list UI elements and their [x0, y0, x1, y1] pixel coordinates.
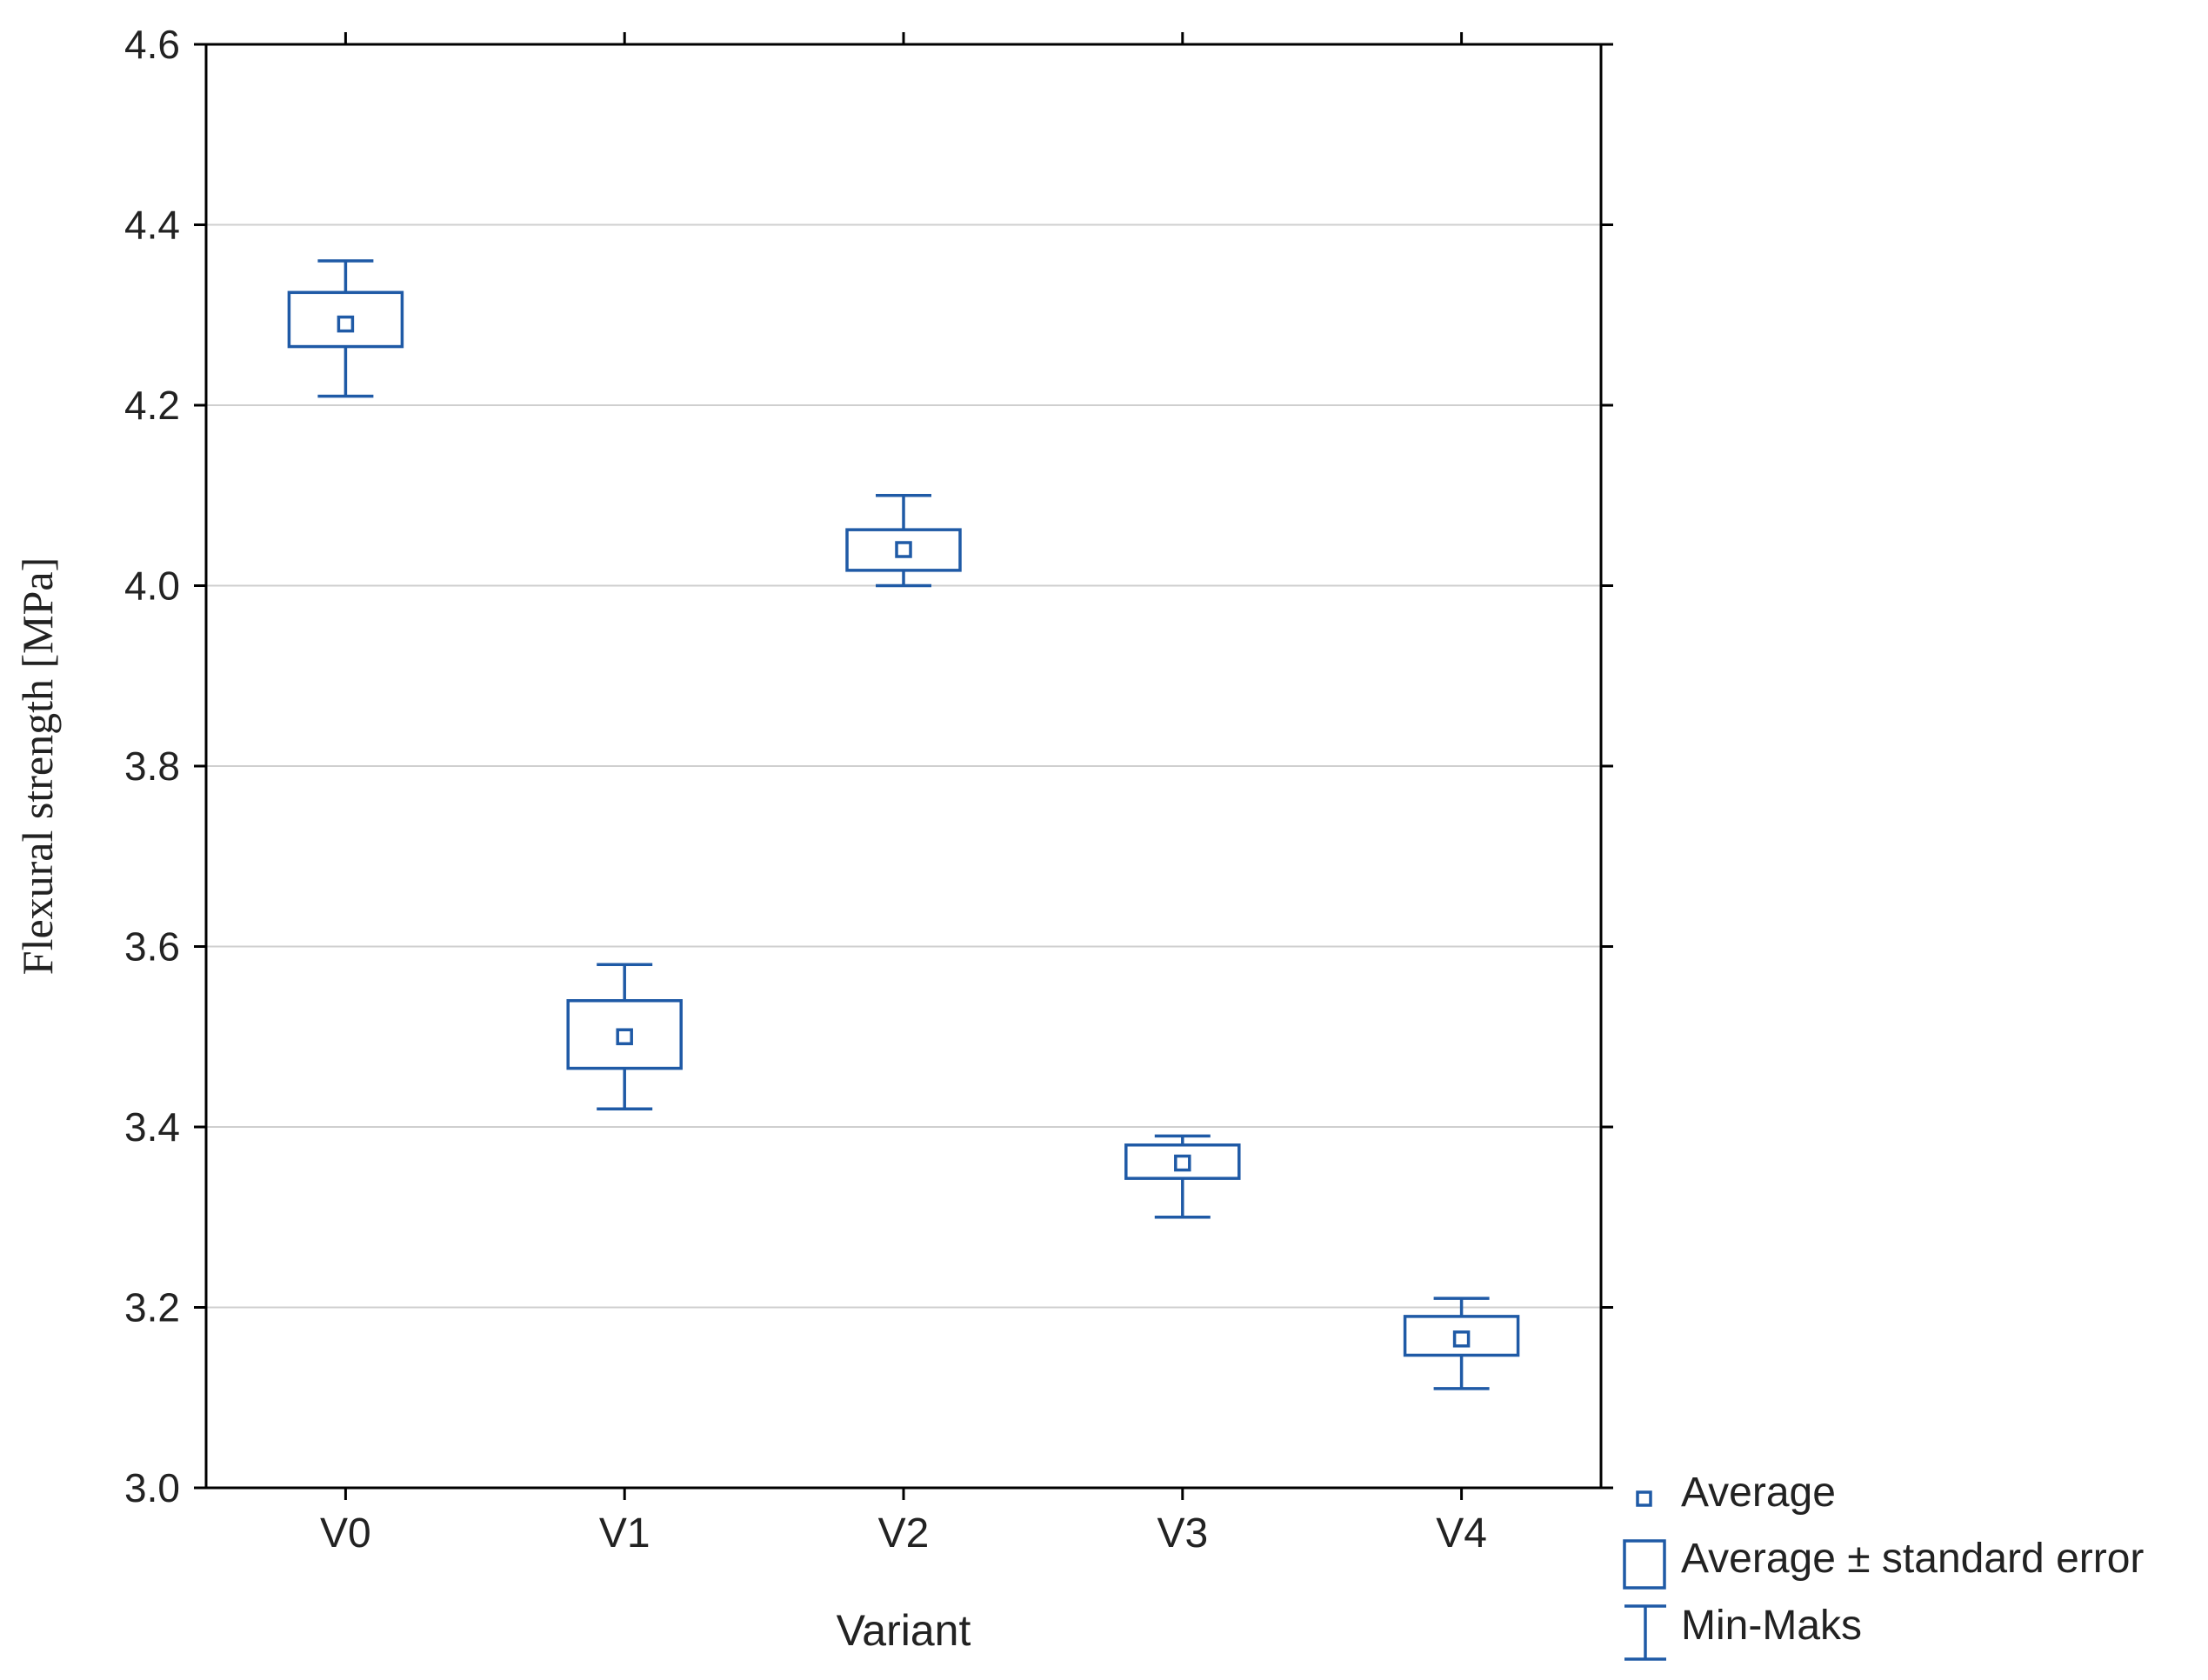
- legend-standard-error-icon: [1623, 1539, 1666, 1590]
- legend: Average Average ± standard error Min-Mak…: [1623, 1470, 2144, 1661]
- average-point-V4: [1452, 1330, 1471, 1348]
- box-V0: [287, 259, 404, 398]
- y-tick-label: 4.2: [124, 383, 180, 428]
- legend-min-max-icon: [1624, 1604, 1666, 1661]
- standard-error-box-V0: [287, 290, 404, 349]
- y-axis-label: Flexural strength [MPa]: [13, 557, 62, 975]
- x-tick-label: V4: [1436, 1510, 1487, 1557]
- y-tick-label: 4.0: [124, 563, 180, 609]
- y-tick-label: 4.6: [124, 22, 180, 67]
- grid-lines: [206, 223, 1601, 1309]
- box-V1: [566, 963, 683, 1110]
- y-tick-label: 3.6: [124, 924, 180, 970]
- y-tick-label: 3.0: [124, 1465, 180, 1510]
- box-V3: [1124, 1134, 1241, 1219]
- legend-average-icon: [1636, 1490, 1652, 1507]
- x-tick-label: V3: [1157, 1510, 1208, 1557]
- x-axis-ticks: V0 V1 V2 V3 V4: [320, 32, 1487, 1557]
- legend-standard-error-label: Average ± standard error: [1681, 1536, 2144, 1582]
- box-V4: [1403, 1297, 1520, 1390]
- box-V2: [845, 494, 962, 588]
- y-axis-ticks: 3.0 3.2 3.4 3.6 3.8 4.0 4.2 4.4 4.6: [124, 22, 1613, 1510]
- standard-error-box-V3: [1124, 1143, 1241, 1180]
- y-tick-label: 3.2: [124, 1285, 180, 1330]
- x-tick-label: V0: [320, 1510, 371, 1557]
- legend-min-max-label: Min-Maks: [1681, 1603, 1862, 1649]
- standard-error-box-V4: [1403, 1315, 1520, 1357]
- average-point-V1: [616, 1028, 633, 1045]
- y-tick-label: 3.4: [124, 1104, 180, 1150]
- y-tick-label: 4.4: [124, 203, 180, 248]
- average-point-V3: [1174, 1154, 1191, 1172]
- standard-error-box-V1: [566, 999, 683, 1070]
- box-marks: [287, 259, 1520, 1390]
- x-tick-label: V1: [599, 1510, 650, 1557]
- average-point-V2: [895, 541, 912, 558]
- legend-average-label: Average: [1681, 1470, 1836, 1516]
- y-tick-label: 3.8: [124, 743, 180, 789]
- average-point-V0: [337, 315, 355, 333]
- standard-error-box-V2: [845, 528, 962, 572]
- x-tick-label: V2: [878, 1510, 930, 1557]
- x-axis-label: Variant: [837, 1606, 971, 1655]
